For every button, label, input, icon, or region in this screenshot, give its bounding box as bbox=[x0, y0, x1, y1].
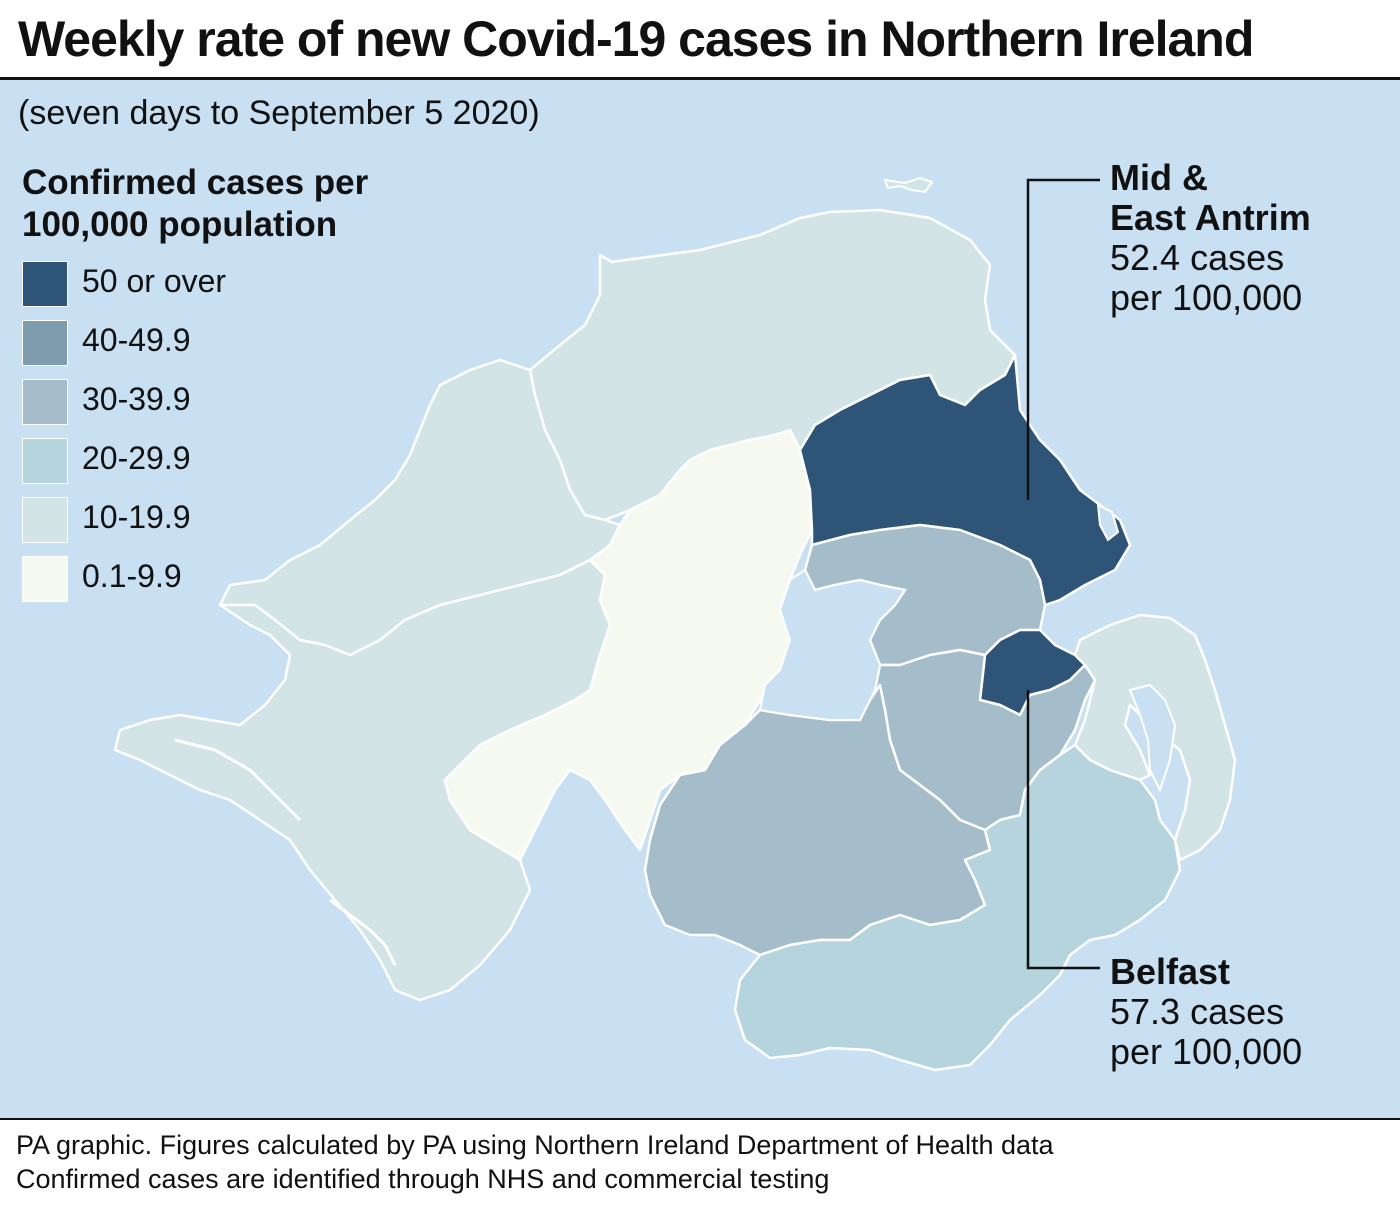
callout-lines bbox=[1026, 178, 1100, 970]
callout-belfast: Belfast 57.3 cases per 100,000 bbox=[1110, 952, 1302, 1072]
legend-swatch bbox=[22, 497, 68, 543]
callout-name: East Antrim bbox=[1110, 197, 1311, 238]
region-ards-north-down bbox=[1073, 613, 1237, 862]
legend-swatch bbox=[22, 379, 68, 425]
lough-neagh bbox=[758, 568, 907, 721]
region-fermanagh-omagh bbox=[113, 558, 612, 1002]
page-title: Weekly rate of new Covid-19 cases in Nor… bbox=[18, 11, 1254, 67]
legend-swatch bbox=[22, 320, 68, 366]
legend-label: 30-39.9 bbox=[82, 381, 191, 417]
legend-swatch bbox=[22, 438, 68, 484]
callout-value: per 100,000 bbox=[1110, 1031, 1303, 1072]
legend-label: 0.1-9.9 bbox=[82, 558, 182, 594]
legend-swatch bbox=[22, 261, 68, 307]
subtitle: (seven days to September 5 2020) bbox=[18, 94, 540, 132]
legend-heading-line2: 100,000 population bbox=[22, 205, 338, 244]
legend-label: 50 or over bbox=[82, 263, 227, 299]
larne-lough bbox=[1096, 503, 1120, 542]
callout-value: 57.3 cases bbox=[1110, 991, 1285, 1032]
lough-erne bbox=[174, 738, 397, 966]
callout-name: Belfast bbox=[1110, 951, 1231, 992]
legend-label: 10-19.9 bbox=[82, 499, 191, 535]
legend-heading-line1: Confirmed cases per bbox=[22, 163, 369, 202]
footer-source: PA graphic. Figures calculated by PA usi… bbox=[16, 1130, 1054, 1160]
legend-heading: Confirmed cases per 100,000 population bbox=[22, 162, 442, 246]
callout-mid-east-antrim: Mid & East Antrim 52.4 cases per 100,000 bbox=[1110, 158, 1311, 318]
mid-east-antrim-callout-line bbox=[1026, 178, 1100, 500]
legend-label: 20-29.9 bbox=[82, 440, 191, 476]
rathlin-island bbox=[883, 176, 934, 194]
strangford-lough bbox=[1128, 683, 1177, 793]
footer: PA graphic. Figures calculated by PA usi… bbox=[0, 1118, 1400, 1205]
legend-label: 40-49.9 bbox=[82, 322, 191, 358]
belfast-callout-line bbox=[1026, 690, 1100, 970]
footer-note: Confirmed cases are identified through N… bbox=[16, 1164, 830, 1194]
region-mid-ulster bbox=[443, 428, 814, 862]
callout-value: per 100,000 bbox=[1110, 277, 1303, 318]
legend-swatch bbox=[22, 556, 68, 602]
header-bar: Weekly rate of new Covid-19 cases in Nor… bbox=[0, 0, 1400, 80]
callout-value: 52.4 cases bbox=[1110, 237, 1285, 278]
callout-name: Mid & bbox=[1110, 157, 1208, 198]
